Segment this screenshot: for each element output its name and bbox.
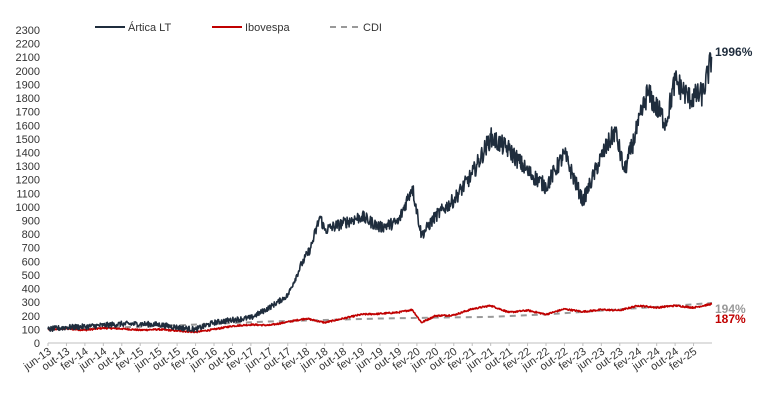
end-labels: 1996% 187%194% xyxy=(715,45,753,326)
y-tick-label: 200 xyxy=(22,311,40,323)
y-tick-label: 1500 xyxy=(16,134,40,146)
y-tick-label: 1400 xyxy=(16,147,40,159)
end-value-label: 194% xyxy=(715,302,746,316)
end-value-label: 187% xyxy=(715,312,746,326)
y-tick-label: 2300 xyxy=(16,25,40,37)
y-tick-label: 2100 xyxy=(16,52,40,64)
y-tick-label: 1800 xyxy=(16,93,40,105)
y-tick-label: 1100 xyxy=(16,188,40,200)
y-tick-label: 800 xyxy=(22,229,40,241)
y-tick-label: 500 xyxy=(22,270,40,282)
y-tick-label: 1600 xyxy=(16,120,40,132)
y-tick-label: 1300 xyxy=(16,161,40,173)
series-line-artica-lt xyxy=(47,52,713,333)
y-tick-label: 700 xyxy=(22,243,40,255)
y-tick-label: 1700 xyxy=(16,107,40,119)
y-tick-label: 2000 xyxy=(16,66,40,78)
legend-label: Ártica LT xyxy=(128,21,171,34)
y-tick-label: 900 xyxy=(22,216,40,228)
legend-label: CDI xyxy=(363,22,382,34)
y-tick-label: 1000 xyxy=(16,202,40,214)
y-tick-label: 1200 xyxy=(16,175,40,187)
y-tick-label: 400 xyxy=(22,284,40,296)
y-tick-label: 0 xyxy=(34,338,40,350)
y-tick-label: 300 xyxy=(22,297,40,309)
series-line-ibovespa xyxy=(47,302,713,334)
legend-label: Ibovespa xyxy=(245,22,291,34)
end-value-label: 1996% xyxy=(715,45,753,59)
y-tick-label: 600 xyxy=(22,256,40,268)
x-axis: jun-13out-13fev-14jun-14out-14fev-15jun-… xyxy=(21,342,712,374)
legend: Ártica LT Ibovespa CDI xyxy=(95,21,382,34)
y-tick-label: 100 xyxy=(22,324,40,336)
y-tick-label: 2200 xyxy=(16,39,40,51)
series-layer xyxy=(47,52,713,334)
y-tick-label: 1900 xyxy=(16,79,40,91)
